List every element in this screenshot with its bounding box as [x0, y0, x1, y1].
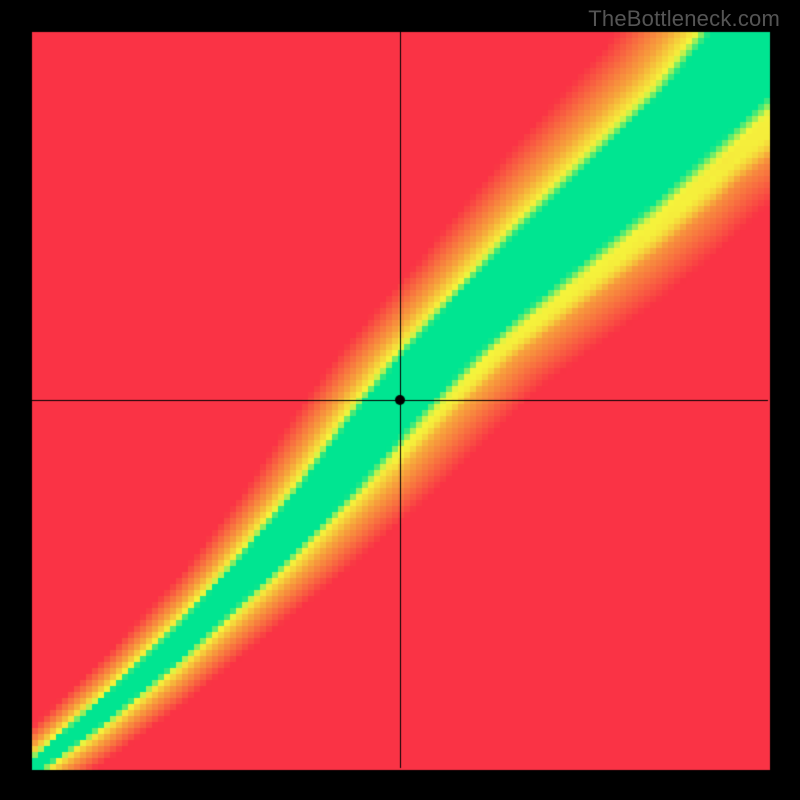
bottleneck-heatmap [0, 0, 800, 800]
watermark-text: TheBottleneck.com [588, 6, 780, 32]
